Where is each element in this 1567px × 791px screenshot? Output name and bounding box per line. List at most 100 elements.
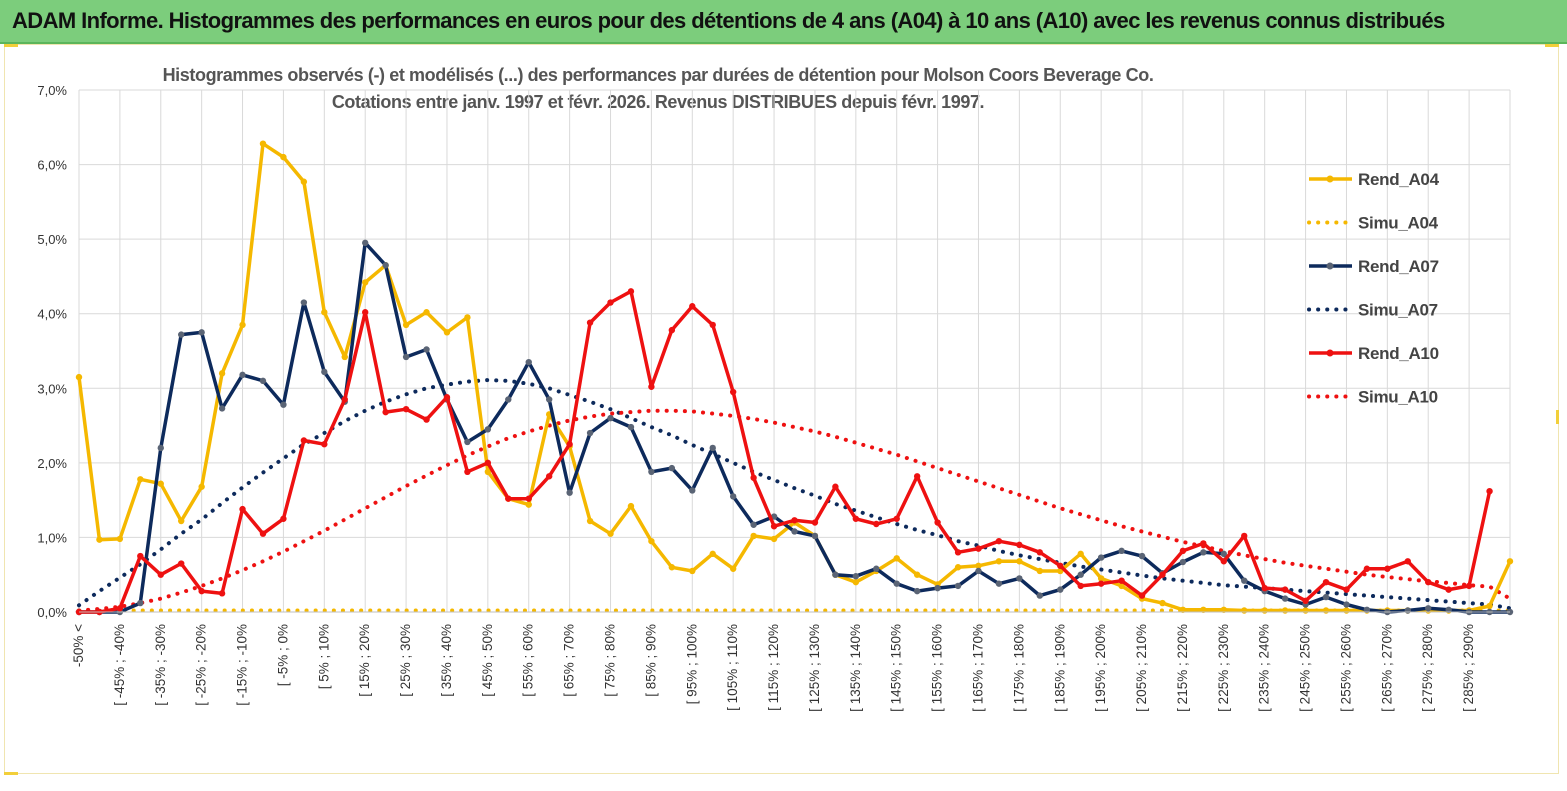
x-tick-label: [ 15% ; 20% [357,624,372,697]
data-point-rend_a10 [873,520,880,528]
data-point-rend_a10 [1077,582,1084,590]
data-point-rend_a10 [1241,532,1248,540]
y-tick-label: 5,0% [37,232,67,247]
data-point-rend_a10 [198,587,205,595]
data-point-rend_a07 [1220,550,1228,558]
data-point-rend_a07 [362,239,369,247]
y-tick-label: 2,0% [37,456,67,471]
data-point-rend_a10 [1404,558,1411,565]
data-point-rend_a10 [893,515,900,522]
data-point-rend_a10 [321,441,328,448]
data-point-rend_a07 [668,464,676,472]
data-point-rend_a10 [995,537,1003,545]
data-point-rend_a10 [1016,541,1023,549]
y-tick-label: 0,0% [37,605,67,620]
legend-label-simu_a04: Simu_A04 [1358,214,1439,233]
data-point-rend_a10 [157,571,164,578]
data-point-rend_a10 [852,515,860,522]
corner-mark-left [4,44,18,47]
data-point-rend_a07 [893,580,900,587]
data-point-rend_a07 [1404,607,1411,614]
data-point-rend_a04 [116,535,124,543]
data-point-rend_a10 [423,416,430,423]
data-point-rend_a04 [954,564,962,571]
data-point-rend_a10 [607,299,614,306]
data-point-rend_a10 [341,396,348,403]
data-point-rend_a10 [1138,592,1146,599]
data-point-rend_a10 [402,405,410,413]
data-point-rend_a10 [1118,577,1125,584]
data-point-rend_a04 [975,562,982,569]
data-point-rend_a10 [750,474,757,481]
x-tick-label: [ -5% ; 0% [275,624,290,686]
data-point-rend_a04 [1118,582,1125,590]
data-point-rend_a04 [362,279,369,286]
data-point-rend_a07 [648,468,655,476]
data-point-rend_a10 [280,515,287,522]
x-tick-label: [ -15% ; -10% [235,624,250,706]
x-tick-label: [ 135% ; 140% [848,624,863,712]
series-line-simu_a07 [77,378,1512,611]
data-point-rend_a04 [1506,558,1514,565]
data-point-rend_a07 [464,438,471,446]
data-point-rend_a07 [137,599,144,607]
data-point-rend_a07 [1343,601,1350,608]
data-point-rend_a07 [1200,549,1207,556]
data-point-rend_a10 [239,505,246,513]
legend: Rend_A04 Simu_A04 Rend_A07 Simu_A07 Rend_A10… [1307,170,1440,407]
data-point-rend_a07 [525,358,532,366]
data-point-rend_a07 [1363,606,1371,613]
data-point-rend_a10 [975,545,982,552]
data-point-rend_a04 [1097,575,1105,582]
data-point-rend_a04 [178,517,185,525]
data-point-rend_a07 [1057,586,1064,593]
data-point-rend_a04 [239,321,246,329]
data-point-rend_a07 [198,329,205,336]
data-point-rend_a10 [832,483,839,490]
data-point-rend_a04 [627,502,635,510]
data-point-rend_a04 [995,558,1003,565]
data-point-rend_a10 [362,309,369,316]
data-point-rend_a07 [178,331,185,338]
y-tick-label: 6,0% [37,158,67,173]
data-point-rend_a04 [96,536,103,543]
x-tick-label: [ 285% ; 290% [1461,624,1476,712]
data-point-rend_a04 [464,314,471,321]
x-tick-label: [ 5% ; 10% [316,624,331,689]
x-tick-label: [ -45% ; -40% [112,624,127,706]
x-tick-label: [ 195% ; 200% [1093,624,1108,712]
data-point-rend_a04 [259,140,267,147]
data-point-rend_a04 [852,578,860,586]
x-tick-label: [ 155% ; 160% [930,624,945,712]
data-point-rend_a10 [464,468,471,476]
data-point-rend_a04 [913,571,921,578]
data-point-rend_a10 [1179,547,1187,555]
data-point-rend_a04 [586,517,594,525]
y-tick-label: 7,0% [37,83,67,98]
data-point-rend_a07 [975,567,982,575]
data-point-rend_a10 [137,552,144,560]
data-point-rend_a07 [566,489,573,496]
data-point-rend_a10 [484,459,492,467]
banner-title: ADAM Informe. Histogrammes des performan… [12,8,1445,33]
data-point-rend_a04 [893,555,900,562]
data-point-rend_a10 [1486,487,1493,495]
data-point-rend_a04 [157,480,164,487]
data-point-rend_a07 [995,580,1003,587]
data-point-rend_a10 [729,388,737,396]
x-tick-label: [ 265% ; 270% [1379,624,1394,712]
legend-label-simu_a07: Simu_A07 [1358,301,1438,320]
data-point-rend_a10 [545,473,553,480]
x-tick-label: [ 125% ; 130% [807,624,822,712]
data-point-rend_a07 [382,262,389,269]
data-point-rend_a04 [1220,606,1228,613]
data-point-rend_a10 [443,394,451,401]
data-point-rend_a07 [1281,595,1289,602]
data-point-rend_a04 [1241,607,1248,614]
data-point-rend_a10 [627,288,635,295]
data-point-rend_a10 [791,517,798,524]
data-point-rend_a07 [1445,606,1452,613]
data-point-rend_a07 [157,444,164,452]
x-tick-label: [ 235% ; 240% [1257,624,1272,712]
data-point-rend_a07 [811,532,819,540]
